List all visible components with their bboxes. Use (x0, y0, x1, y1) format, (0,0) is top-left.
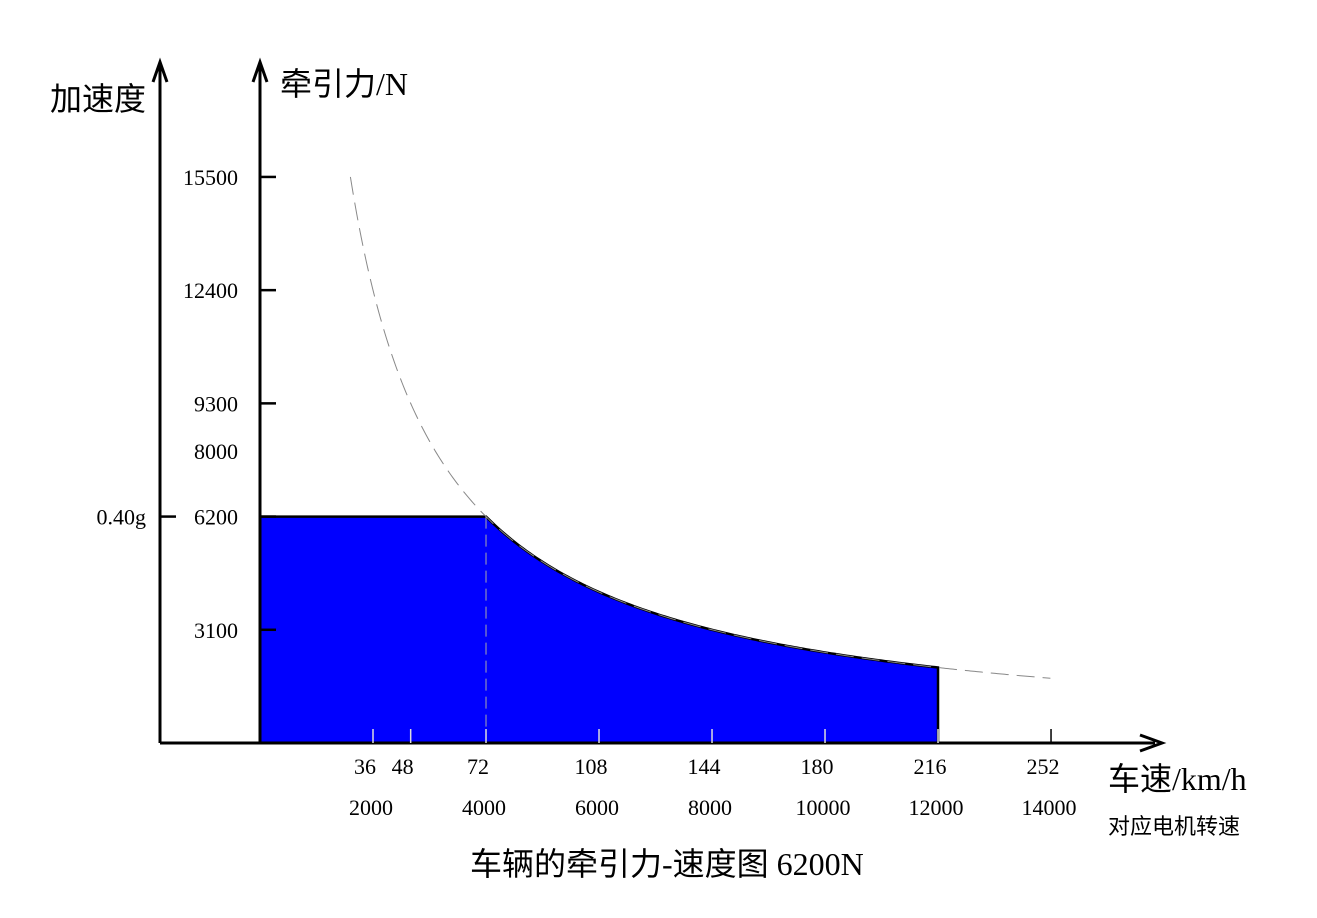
chart-title: 车辆的牵引力-速度图 6200N (470, 846, 864, 882)
y-axis-arrow (251, 57, 269, 83)
left-axis-tick-label: 0.40g (97, 505, 147, 530)
x-tick-label: 216 (914, 754, 947, 779)
y-tick-label: 8000 (194, 439, 238, 464)
x-secondary-tick-label: 6000 (575, 795, 619, 820)
x-secondary-tick-label: 2000 (349, 795, 393, 820)
x-secondary-tick-label: 14000 (1022, 795, 1077, 820)
x-tick-label: 48 (392, 754, 414, 779)
x-secondary-axis-label: 对应电机转速 (1108, 814, 1240, 839)
x-tick-label: 144 (688, 754, 721, 779)
y-tick-label: 3100 (194, 618, 238, 643)
left-axis-arrow (151, 57, 169, 83)
traction-area (258, 515, 940, 745)
y-tick-label: 6200 (194, 505, 238, 530)
x-axis-label: 车速/km/h (1108, 761, 1247, 797)
x-secondary-tick-label: 8000 (688, 795, 732, 820)
x-tick-label: 72 (467, 754, 489, 779)
y-axis-label: 牵引力/N (280, 66, 408, 102)
left-axis-label: 加速度 (50, 81, 146, 117)
x-tick-label: 36 (354, 754, 376, 779)
x-axis-arrow (1139, 733, 1167, 753)
y-tick-label: 12400 (183, 278, 238, 303)
x-tick-label: 108 (575, 754, 608, 779)
constant-power-curve (349, 176, 1051, 679)
y-tick-label: 15500 (183, 165, 238, 190)
x-secondary-tick-label: 4000 (462, 795, 506, 820)
x-secondary-tick-label: 12000 (909, 795, 964, 820)
x-tick-label: 252 (1027, 754, 1060, 779)
x-secondary-tick-label: 10000 (796, 795, 851, 820)
x-tick-label: 180 (801, 754, 834, 779)
y-tick-label: 9300 (194, 391, 238, 416)
